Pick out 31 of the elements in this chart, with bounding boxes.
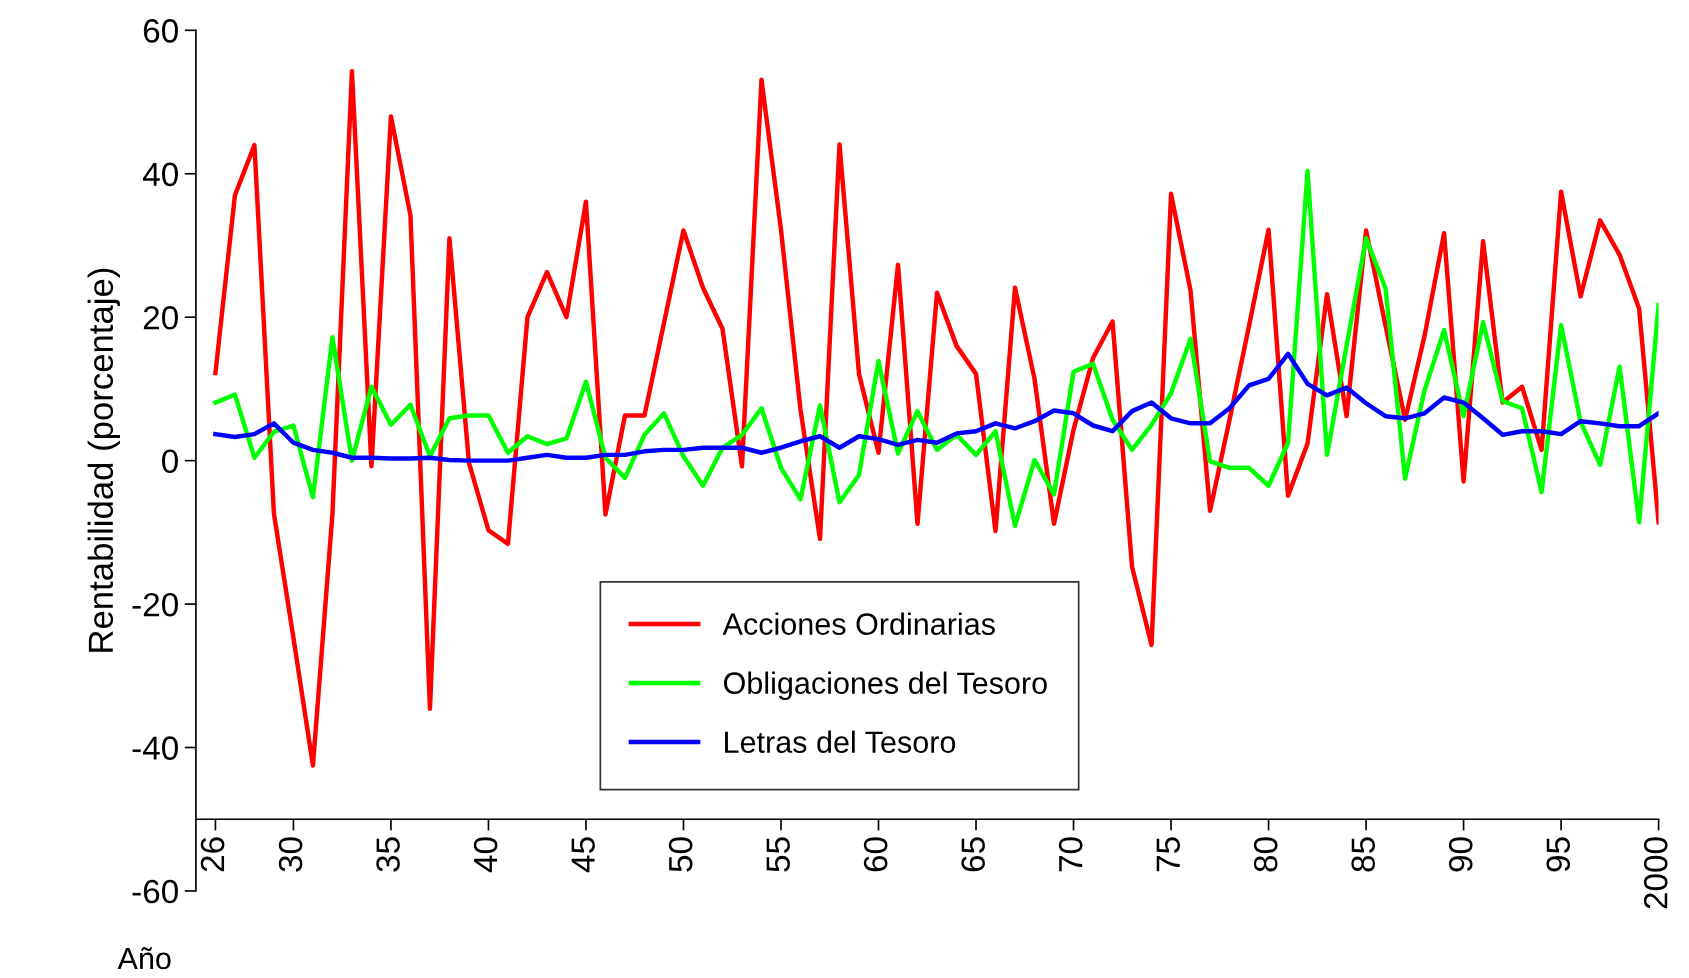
x-tick-label: 50	[668, 837, 693, 872]
y-tick-label: -60	[132, 879, 178, 904]
line-series	[213, 68, 1659, 768]
y-axis-title: Rentabilidad (porcentaje)	[87, 268, 120, 652]
y-tick-label: 0	[162, 449, 178, 474]
x-tick-label: 55	[766, 837, 790, 872]
legend-label: Acciones Ordinarias	[722, 612, 995, 635]
x-tick-label: 2000	[1643, 837, 1668, 909]
x-tick-label: 26	[200, 837, 225, 872]
y-tick-label: 60	[143, 19, 178, 43]
x-tick-label: 70	[1058, 837, 1083, 872]
x-tick-label: 75	[1156, 837, 1180, 872]
x-tick-label: 85	[1351, 837, 1376, 872]
y-tick-label: -20	[132, 592, 178, 617]
y-tick-label: -40	[132, 736, 178, 760]
x-tick-label: 90	[1448, 837, 1473, 872]
y-tick-label: 40	[142, 162, 178, 187]
line-series	[213, 168, 1659, 529]
x-tick-label: 80	[1253, 837, 1278, 872]
legend-label: Letras del Tesoro	[725, 730, 956, 754]
x-tick-label: 35	[376, 837, 400, 872]
x-tick-label: 45	[571, 837, 595, 873]
x-tick-label: 30	[278, 837, 303, 872]
x-tick-label: 65	[961, 837, 985, 872]
x-tick-label: 40	[473, 837, 498, 873]
x-tick-label: 60	[863, 837, 888, 872]
legend-label: Obligaciones del Tesoro	[724, 671, 1047, 701]
x-axis-title: Año	[117, 947, 171, 970]
x-tick-label: 95	[1546, 837, 1571, 872]
line-series	[213, 351, 1659, 463]
y-tick-label: 20	[143, 306, 178, 330]
